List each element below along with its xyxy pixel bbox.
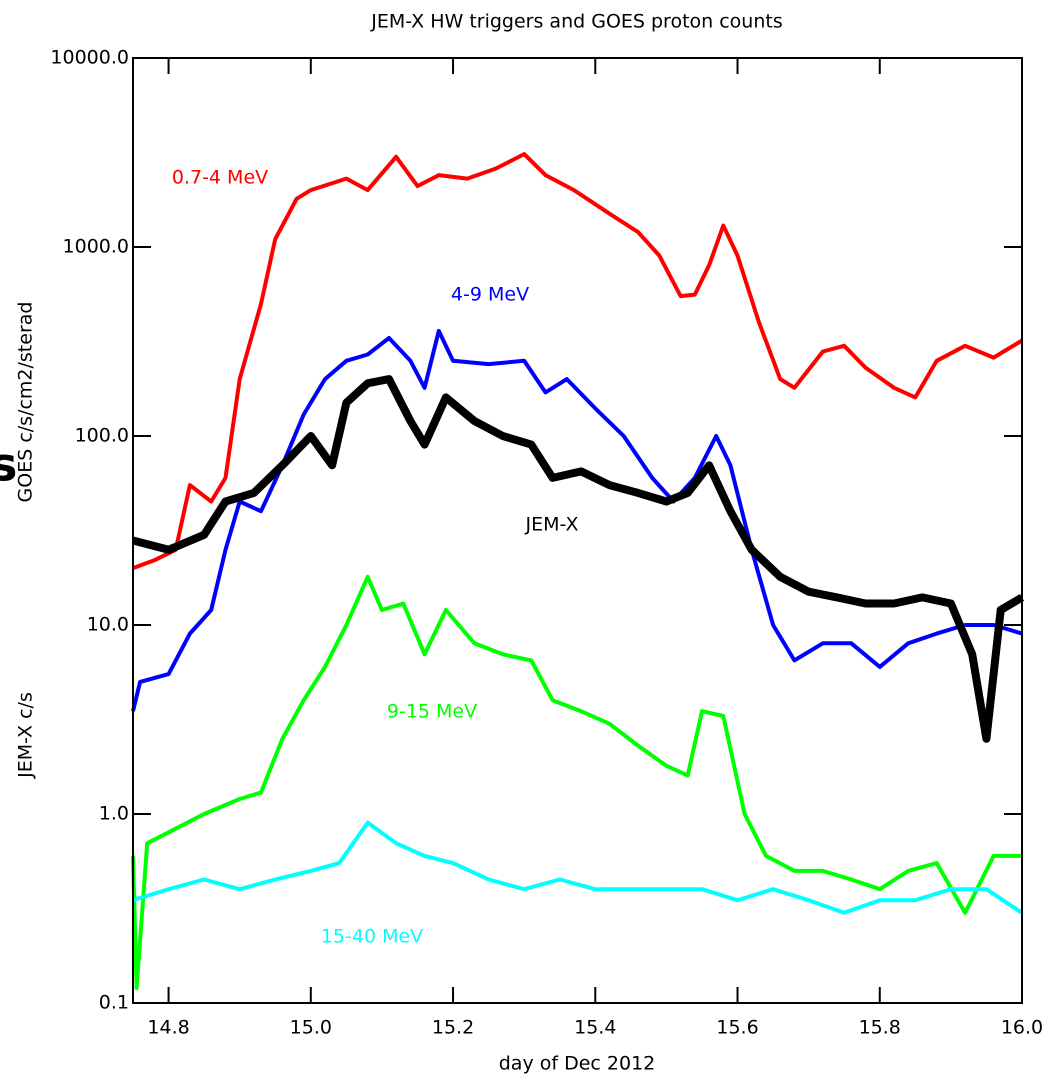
series-line [132,820,1024,915]
x-tick-label: 16.0 [1001,1017,1043,1039]
x-tick-label: 15.0 [290,1017,332,1039]
x-axis-label: day of Dec 2012 [499,1053,656,1075]
y-axis-label: GOES c/s/cm2/sterad [15,302,37,503]
y-tick-label: 10.0 [87,614,129,636]
y-tick-label: 1000.0 [63,236,129,258]
x-tick-label: 14.8 [147,1017,189,1039]
series-label: JEM-X [525,514,579,536]
plot-area: 0.7-4 MeV 4-9 MeV JEM-X 9-15 MeV 15-40 MeV [131,152,1025,990]
series-label: 0.7-4 MeV [172,167,268,189]
chart-title: JEM-X HW triggers and GOES proton counts [370,11,783,33]
x-tick-label: 15.4 [574,1017,616,1039]
series-label: 4-9 MeV [451,284,529,306]
series-label: 15-40 MeV [321,926,423,948]
y-axis-label: JEM-X c/s [15,692,37,779]
series-line [131,574,1022,990]
series-line [131,375,1025,743]
series-line [132,152,1024,570]
y-tick-label: 10000.0 [50,47,129,69]
edge-text: s [0,438,17,492]
x-tick-label: 15.8 [859,1017,901,1039]
series-label: 9-15 MeV [387,701,477,723]
plot-frame [132,57,1023,1004]
x-tick-label: 15.2 [432,1017,474,1039]
y-tick-label: 100.0 [75,425,129,447]
y-tick-label: 0.1 [99,992,129,1014]
series-line [131,328,1023,712]
y-tick-label: 1.0 [99,803,129,825]
x-tick-label: 15.6 [716,1017,758,1039]
